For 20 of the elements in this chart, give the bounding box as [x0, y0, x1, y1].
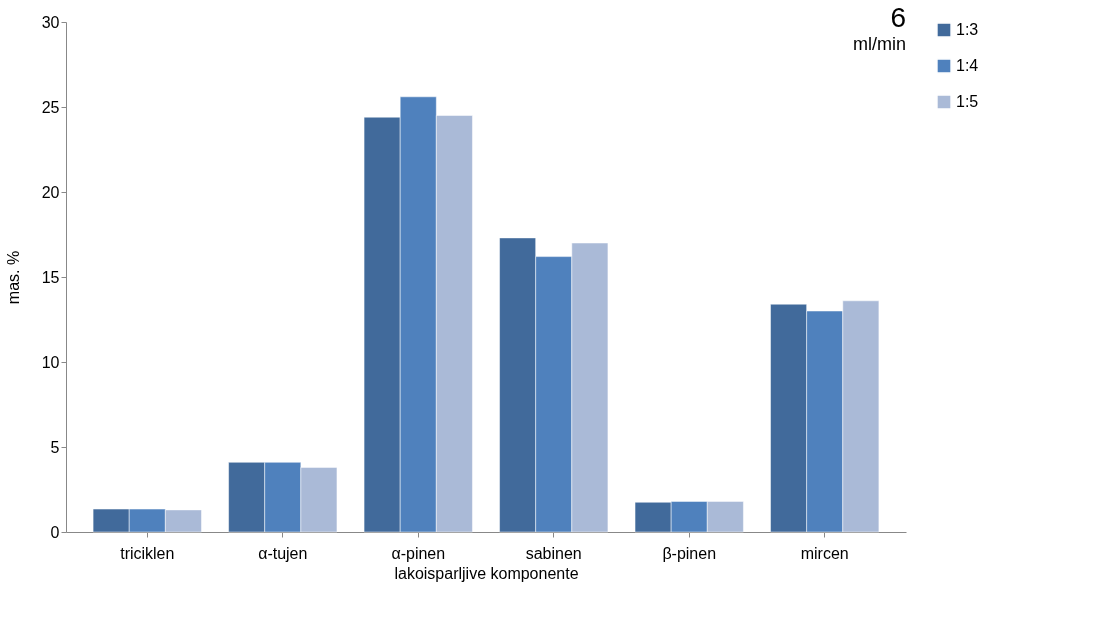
x-tick-label: sabinen	[525, 544, 582, 562]
legend-label: 1:3	[956, 21, 979, 38]
x-tick-label: α-pinen	[391, 544, 446, 562]
y-tick-label: 20	[41, 183, 60, 201]
y-tick-label: 15	[41, 268, 60, 286]
legend-label: 1:5	[956, 93, 979, 110]
x-axis-title: lakoisparljive komponente	[394, 564, 579, 582]
x-tick-label: triciklen	[120, 544, 175, 562]
text: ml/min	[853, 34, 906, 54]
x-tick-label: α-tujen	[258, 544, 308, 562]
legend-label: 1:4	[956, 57, 979, 74]
y-axis-title: mas. %	[4, 250, 22, 305]
x-tick-label: β-pinen	[662, 544, 717, 562]
y-tick-label: 0	[50, 523, 60, 541]
y-tick-label: 5	[50, 438, 60, 456]
y-tick-label: 25	[41, 98, 60, 116]
chart-title: 6	[890, 2, 906, 33]
x-tick-label: mircen	[800, 544, 849, 562]
y-tick-label: 30	[41, 13, 60, 31]
y-tick-label: 10	[41, 353, 60, 371]
